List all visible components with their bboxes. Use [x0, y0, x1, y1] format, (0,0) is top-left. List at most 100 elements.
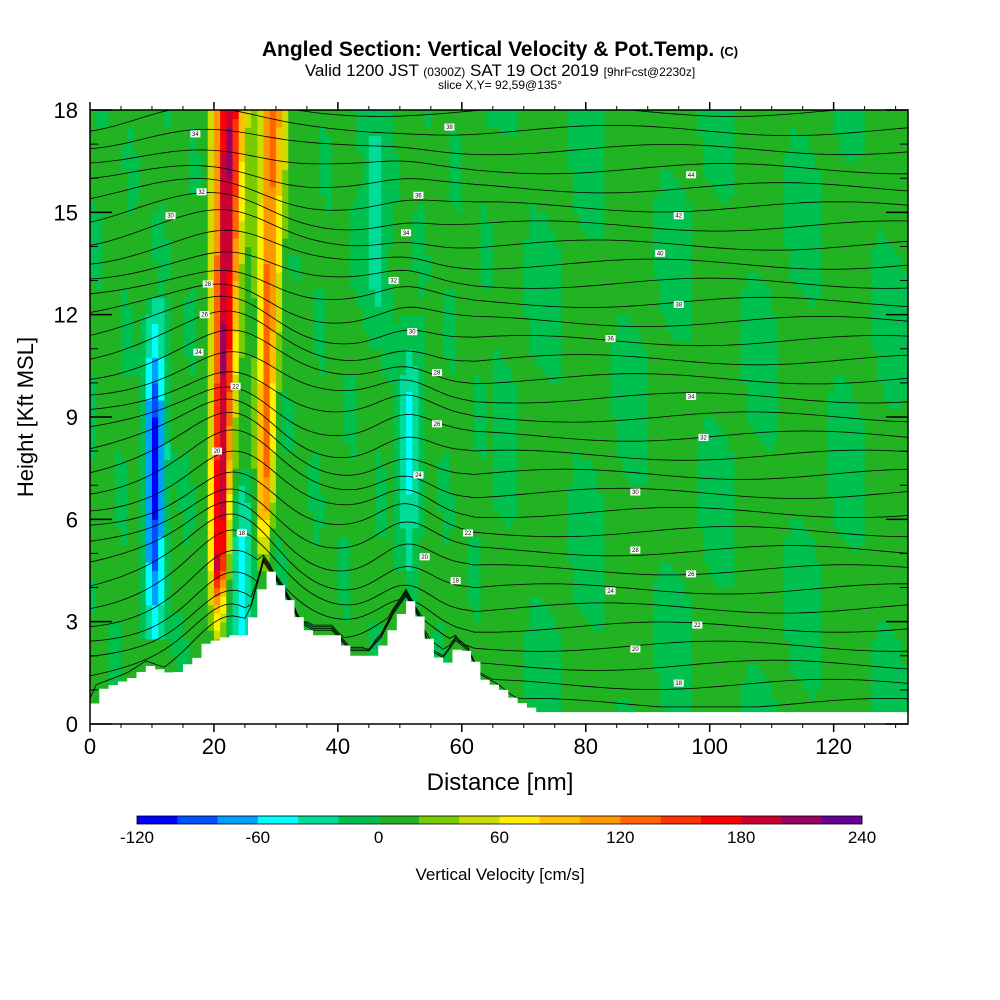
- velocity-cell: [480, 110, 488, 120]
- velocity-cell: [139, 425, 147, 435]
- velocity-cell: [201, 152, 209, 162]
- velocity-cell: [176, 357, 184, 367]
- velocity-cell: [127, 340, 134, 350]
- velocity-cell: [399, 476, 407, 486]
- velocity-cell: [437, 544, 444, 555]
- velocity-cell: [356, 263, 364, 273]
- velocity-cell: [108, 596, 116, 606]
- velocity-cell: [244, 152, 252, 162]
- velocity-cell: [275, 561, 283, 572]
- velocity-cell: [443, 246, 451, 256]
- velocity-cell: [294, 399, 302, 410]
- velocity-cell: [90, 417, 97, 427]
- velocity-cell: [443, 357, 451, 367]
- velocity-cell: [170, 408, 178, 418]
- velocity-cell: [325, 399, 333, 410]
- velocity-cell: [108, 638, 116, 648]
- velocity-cell: [393, 229, 401, 239]
- velocity-cell: [114, 451, 122, 461]
- velocity-cell: [114, 348, 122, 358]
- velocity-cell: [306, 408, 314, 418]
- velocity-cell: [207, 365, 215, 375]
- velocity-cell: [424, 510, 432, 520]
- velocity-cell: [474, 237, 482, 248]
- velocity-cell: [232, 587, 240, 597]
- velocity-cell: [201, 314, 209, 324]
- velocity-cell: [430, 254, 438, 265]
- velocity-cell: [102, 417, 110, 427]
- velocity-cell: [331, 587, 339, 597]
- velocity-cell: [511, 169, 519, 179]
- velocity-cell: [511, 459, 519, 469]
- velocity-cell: [387, 374, 395, 384]
- velocity-cell: [399, 323, 407, 333]
- velocity-cell: [412, 425, 420, 435]
- velocity-cell: [282, 357, 289, 367]
- velocity-cell: [325, 178, 333, 188]
- velocity-cell: [511, 314, 519, 324]
- velocity-cell: [139, 135, 147, 145]
- velocity-cell: [418, 510, 426, 520]
- velocity-cell: [207, 110, 215, 120]
- velocity-cell: [313, 510, 320, 520]
- velocity-cell: [375, 110, 382, 120]
- velocity-cell: [344, 459, 351, 469]
- velocity-cell: [294, 263, 302, 273]
- velocity-cell: [350, 527, 358, 537]
- velocity-cell: [275, 434, 283, 444]
- velocity-cell: [189, 314, 196, 324]
- velocity-cell: [375, 340, 382, 350]
- velocity-cell: [350, 579, 358, 589]
- velocity-cell: [368, 186, 376, 196]
- velocity-cell: [288, 519, 296, 529]
- velocity-cell: [461, 553, 469, 563]
- velocity-cell: [418, 246, 426, 256]
- velocity-cell: [424, 391, 432, 401]
- velocity-cell: [362, 459, 370, 469]
- velocity-cell: [195, 152, 203, 162]
- velocity-cell: [418, 374, 426, 384]
- velocity-cell: [114, 357, 122, 367]
- velocity-cell: [114, 161, 122, 171]
- velocity-cell: [381, 638, 389, 648]
- velocity-cell: [331, 306, 339, 316]
- velocity-cell: [499, 544, 506, 555]
- velocity-cell: [517, 596, 525, 606]
- velocity-cell: [406, 246, 413, 256]
- velocity-cell: [139, 638, 147, 648]
- velocity-cell: [443, 408, 451, 418]
- velocity-cell: [232, 289, 240, 299]
- velocity-cell: [362, 348, 370, 358]
- velocity-cell: [313, 203, 320, 213]
- velocity-cell: [337, 314, 345, 324]
- velocity-cell: [368, 254, 376, 265]
- velocity-cell: [257, 502, 265, 512]
- velocity-cell: [461, 348, 469, 358]
- velocity-cell: [102, 485, 110, 495]
- velocity-cell: [331, 613, 339, 623]
- velocity-cell: [207, 613, 215, 623]
- velocity-cell: [102, 110, 110, 120]
- velocity-cell: [182, 544, 190, 555]
- velocity-cell: [344, 237, 351, 248]
- velocity-cell: [220, 493, 227, 503]
- velocity-cell: [226, 229, 234, 239]
- velocity-cell: [232, 186, 240, 196]
- velocity-cell: [344, 604, 351, 614]
- velocity-cell: [344, 391, 351, 401]
- velocity-cell: [362, 561, 370, 572]
- velocity-cell: [294, 553, 302, 563]
- velocity-cell: [474, 502, 482, 512]
- velocity-cell: [120, 272, 128, 282]
- velocity-cell: [424, 314, 432, 324]
- velocity-cell: [418, 544, 426, 555]
- velocity-cell: [244, 476, 252, 486]
- velocity-cell: [381, 357, 389, 367]
- velocity-cell: [263, 152, 271, 162]
- velocity-cell: [195, 596, 203, 606]
- velocity-cell: [344, 178, 351, 188]
- velocity-cell: [461, 596, 469, 606]
- velocity-cell: [189, 391, 196, 401]
- velocity-cell: [306, 442, 314, 452]
- velocity-cell: [455, 493, 463, 503]
